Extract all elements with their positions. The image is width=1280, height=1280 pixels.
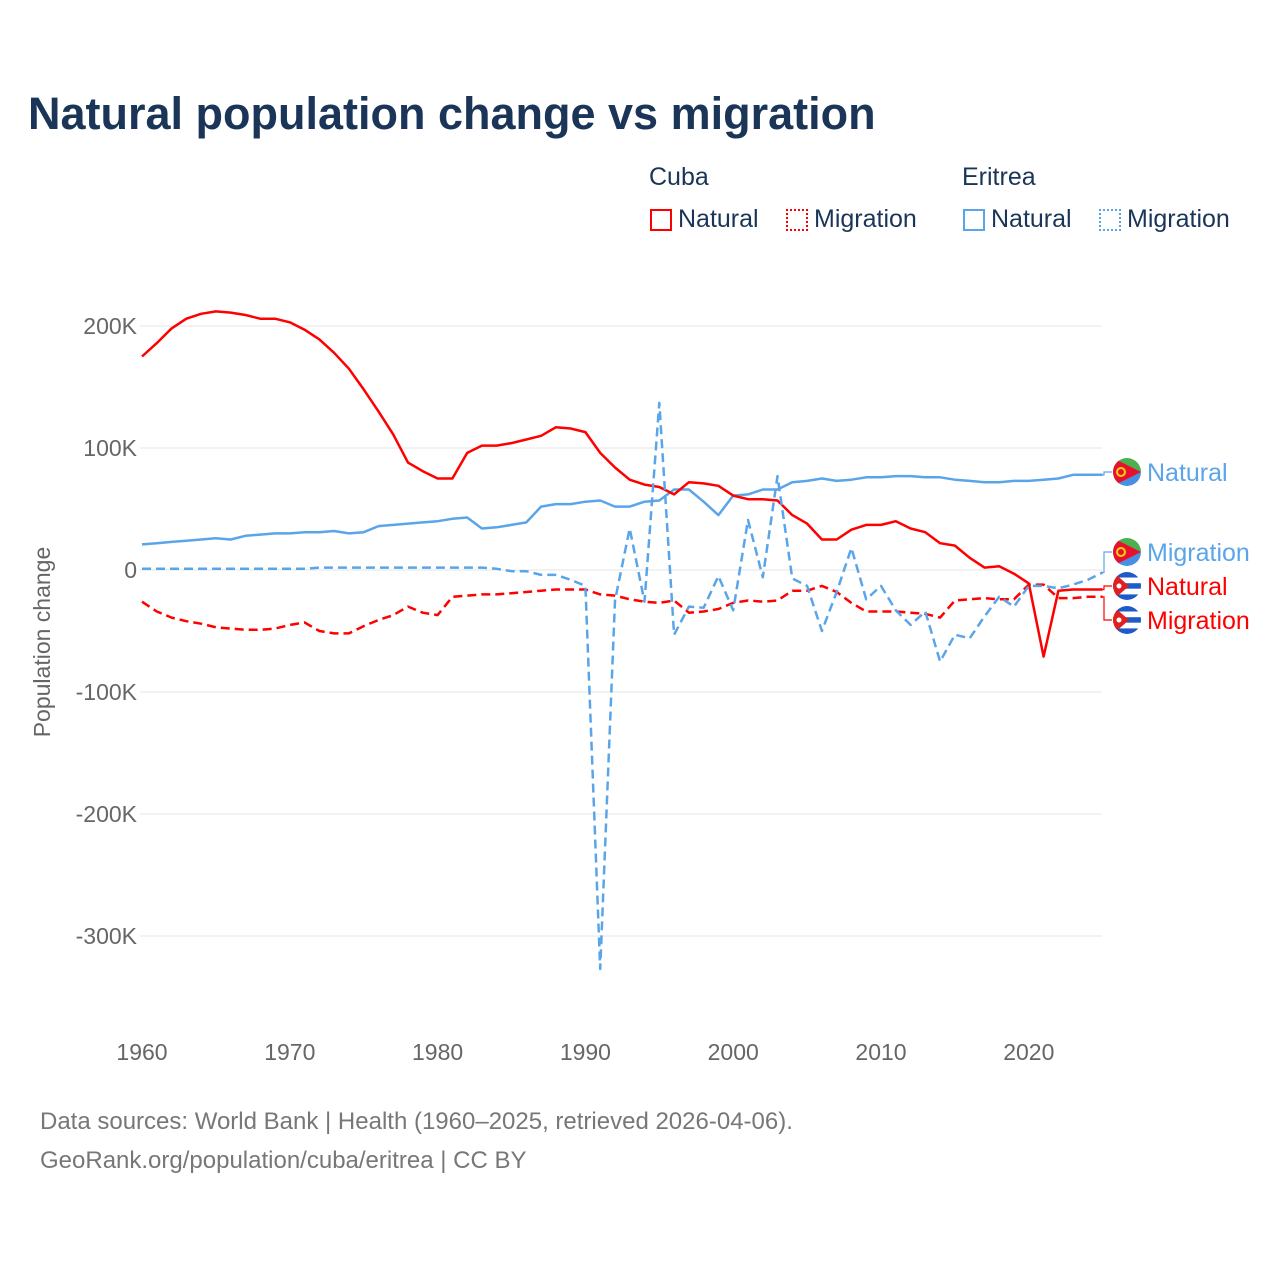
y-tick-label: 0 (124, 557, 137, 583)
legend-swatch-dotted-icon (786, 208, 808, 231)
cuba-flag-icon (1113, 606, 1141, 634)
legend-group-cuba: Cuba (649, 163, 709, 191)
y-tick-label: -100K (76, 679, 138, 705)
legend-label: Natural (991, 205, 1072, 233)
legend-eritrea-natural[interactable]: Natural (963, 205, 1072, 234)
end-label-connector (1102, 596, 1112, 621)
x-tick-label: 1990 (560, 1039, 611, 1065)
x-tick-label: 2010 (855, 1039, 906, 1065)
chart-title: Natural population change vs migration (28, 88, 876, 139)
end-label-eritrea-migration: Migration (1147, 539, 1250, 567)
x-tick-label: 2000 (708, 1039, 759, 1065)
legend-swatch-solid-icon (963, 208, 985, 231)
end-label-cuba-migration: Migration (1147, 607, 1250, 635)
end-label-connector (1102, 551, 1112, 574)
series-line-eritrea-migration[interactable] (142, 401, 1104, 971)
x-tick-label: 1960 (116, 1039, 167, 1065)
end-label-connector (1102, 585, 1112, 591)
x-tick-label: 2020 (1003, 1039, 1054, 1065)
eritrea-flag-icon (1113, 538, 1141, 566)
x-tick-label: 1970 (264, 1039, 315, 1065)
cuba-flag-icon (1113, 572, 1141, 600)
y-tick-label: 200K (83, 313, 137, 339)
legend-label: Natural (678, 205, 759, 233)
legend-cuba-natural[interactable]: Natural (650, 205, 759, 234)
legend-label: Migration (1127, 205, 1230, 233)
legend-eritrea-migration[interactable]: Migration (1099, 205, 1230, 234)
footer-link[interactable]: GeoRank.org/population/cuba/eritrea | CC… (40, 1147, 527, 1174)
y-tick-label: -200K (76, 801, 138, 827)
series-line-cuba-natural[interactable] (141, 310, 1103, 658)
y-tick-label: -300K (76, 923, 138, 949)
legend-group-eritrea: Eritrea (962, 163, 1036, 191)
end-label-cuba-natural: Natural (1147, 573, 1228, 601)
legend-swatch-dotted-icon (1099, 208, 1121, 231)
legend-label: Migration (814, 205, 917, 233)
footer-sources: Data sources: World Bank | Health (1960–… (40, 1108, 793, 1135)
legend-swatch-solid-icon (650, 208, 672, 231)
eritrea-flag-icon (1113, 458, 1141, 486)
y-axis-label: Population change (29, 547, 55, 738)
end-label-connector (1102, 471, 1112, 476)
y-tick-label: 100K (83, 435, 137, 461)
legend-cuba-migration[interactable]: Migration (786, 205, 917, 234)
series-line-eritrea-natural[interactable] (141, 473, 1103, 546)
series-line-cuba-migration[interactable] (141, 583, 1103, 635)
end-label-eritrea-natural: Natural (1147, 459, 1228, 487)
x-tick-label: 1980 (412, 1039, 463, 1065)
